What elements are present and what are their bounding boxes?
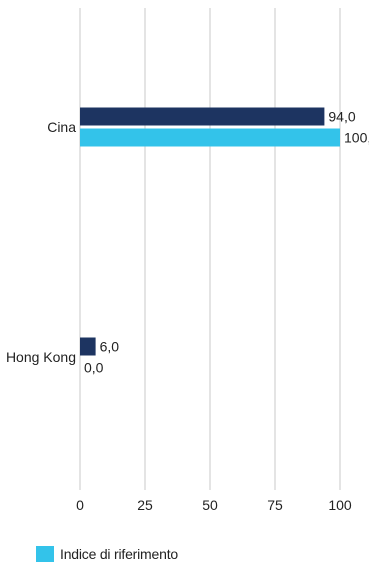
x-tick-label-2: 50 xyxy=(202,497,218,513)
legend-swatch-benchmark xyxy=(36,546,54,562)
x-tick-label-3: 75 xyxy=(267,497,283,513)
data-label-1-0: 6,0 xyxy=(100,339,120,355)
x-tick-label-1: 25 xyxy=(137,497,153,513)
data-label-0-1: 100,0 xyxy=(344,130,369,146)
x-tick-label-0: 0 xyxy=(76,497,84,513)
x-tick-label-4: 100 xyxy=(328,497,352,513)
bar-0-0 xyxy=(80,107,325,126)
legend: Indice di riferimento xyxy=(36,545,178,563)
legend-label-benchmark: Indice di riferimento xyxy=(60,546,178,562)
data-label-0-0: 94,0 xyxy=(328,109,355,125)
category-label-0: Cina xyxy=(47,119,76,135)
data-label-1-1: 0,0 xyxy=(84,360,104,376)
category-label-1: Hong Kong xyxy=(6,349,76,365)
bar-1-0 xyxy=(80,337,96,356)
bar-0-1 xyxy=(80,128,340,147)
